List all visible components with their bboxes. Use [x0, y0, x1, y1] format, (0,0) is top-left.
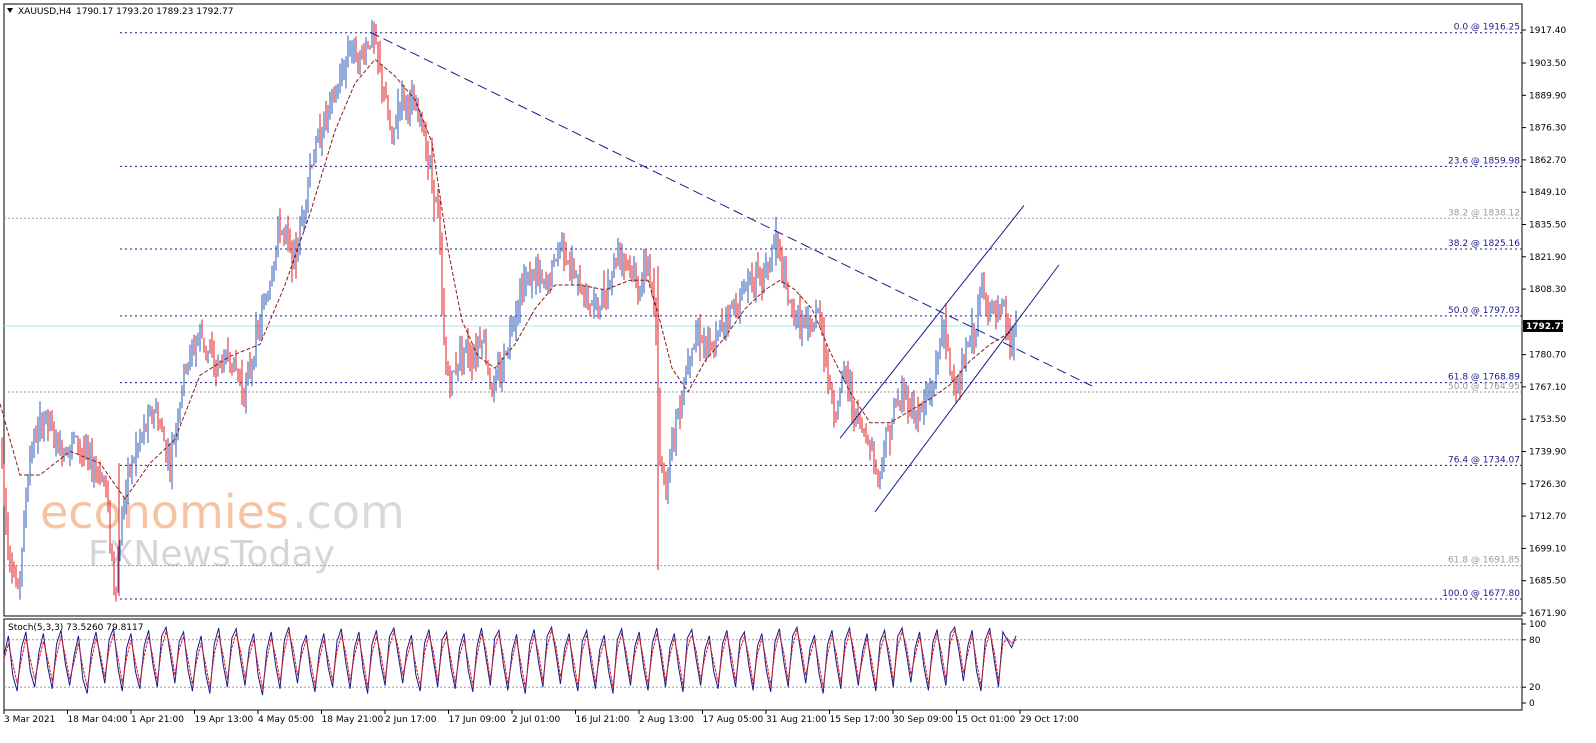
fib-level-label: 38.2 @ 1825.16: [1448, 239, 1520, 249]
current-price-label: 1792.77: [1526, 322, 1567, 332]
fib-level-label: 0.0 @ 1916.25: [1454, 23, 1520, 33]
y-tick-label: 1808.30: [1529, 285, 1566, 295]
x-tick-label: 17 Jun 09:00: [449, 715, 506, 725]
x-tick-label: 18 Mar 04:00: [68, 715, 128, 725]
channel-line[interactable]: [874, 264, 1060, 513]
x-tick-label: 2 Jun 17:00: [385, 715, 437, 725]
y-tick-label: 1685.50: [1529, 577, 1566, 587]
x-tick-label: 16 Jul 21:00: [576, 715, 630, 725]
stochastic-title: Stoch(5,3,3) 73.5260 79.8117: [8, 623, 143, 633]
y-tick-label: 1849.10: [1529, 188, 1566, 198]
current-price-box: [1523, 319, 1563, 332]
y-tick-label: 1671.90: [1529, 609, 1566, 619]
y-tick-label: 1726.30: [1529, 480, 1566, 490]
x-tick-label: 1 Apr 21:00: [131, 715, 184, 725]
stochastic-plot-layer: [3, 625, 1522, 696]
y-tick-label: 1753.50: [1529, 415, 1566, 425]
stoch-y-tick-label: 20: [1529, 683, 1541, 693]
watermark-brand-main: economies: [40, 485, 289, 539]
fib-level-label: 76.4 @ 1734.07: [1448, 455, 1520, 465]
x-tick-label: 2 Jul 01:00: [512, 715, 561, 725]
stoch-y-tick-label: 100: [1529, 620, 1546, 630]
stoch-y-tick-label: 0: [1529, 699, 1535, 709]
y-tick-label: 1712.70: [1529, 512, 1566, 522]
header-triangle-icon[interactable]: [7, 8, 13, 13]
channel-line[interactable]: [839, 205, 1025, 439]
x-tick-label: 19 Apr 13:00: [195, 715, 254, 725]
fib-level-label: 50.0 @ 1764.95: [1448, 382, 1520, 392]
y-tick-label: 1739.90: [1529, 448, 1566, 458]
y-tick-label: 1699.10: [1529, 544, 1566, 554]
x-tick-label: 29 Oct 17:00: [1020, 715, 1079, 725]
x-tick-label: 3 Mar 2021: [4, 715, 55, 725]
ohlc-values: 1790.17 1793.20 1789.23 1792.77: [76, 7, 233, 17]
main-plot-layer: 0.0 @ 1916.25 23.6 @ 1859.98 38.2 @ 1838.1…: [0, 19, 1522, 602]
x-tick-label: 18 May 21:00: [322, 715, 384, 725]
stochastic-panel[interactable]: [3, 618, 1523, 711]
fib-level-label: 23.6 @ 1859.98: [1448, 156, 1520, 166]
fib-level-label: 50.0 @ 1797.03: [1448, 306, 1520, 316]
fib-level-label: 38.2 @ 1838.12: [1448, 208, 1520, 218]
x-tick-label: 15 Sep 17:00: [830, 715, 890, 725]
y-tick-label: 1821.90: [1529, 253, 1566, 263]
symbol-label: XAUUSD,H4: [18, 7, 72, 17]
x-tick-label: 31 Aug 21:00: [766, 715, 827, 725]
y-tick-label: 1835.50: [1529, 220, 1566, 230]
fib-level-label: 61.8 @ 1768.89: [1448, 373, 1520, 383]
x-tick-label: 17 Aug 05:00: [703, 715, 764, 725]
y-tick-label: 1780.70: [1529, 351, 1566, 361]
chart-header: XAUUSD,H4 1790.17 1793.20 1789.23 1792.7…: [7, 7, 233, 17]
x-tick-label: 2 Aug 13:00: [639, 715, 694, 725]
y-tick-label: 1917.40: [1529, 26, 1566, 36]
y-tick-label: 1903.50: [1529, 59, 1566, 69]
y-tick-label: 1862.70: [1529, 156, 1566, 166]
x-tick-label: 30 Sep 09:00: [893, 715, 953, 725]
y-tick-label: 1889.90: [1529, 91, 1566, 101]
watermark: economies .com FXNewsToday: [40, 485, 405, 575]
moving-average-line: [0, 58, 1011, 500]
main-chart-area[interactable]: [3, 3, 1523, 617]
fib-level-label: 61.8 @ 1691.85: [1448, 556, 1520, 566]
x-tick-label: 4 May 05:00: [258, 715, 314, 725]
watermark-brand-tld: .com: [292, 485, 405, 539]
y-tick-label: 1767.10: [1529, 383, 1566, 393]
current-price-marker: 1792.77: [1523, 319, 1567, 332]
fib-level-label: 100.0 @ 1677.80: [1442, 589, 1520, 599]
x-tick-label: 15 Oct 01:00: [957, 715, 1016, 725]
watermark-brand-sub: FXNewsToday: [88, 534, 335, 575]
y-tick-label: 1876.30: [1529, 124, 1566, 134]
stoch-y-tick-label: 80: [1529, 636, 1541, 646]
stochastic-signal-line: [3, 628, 1017, 689]
